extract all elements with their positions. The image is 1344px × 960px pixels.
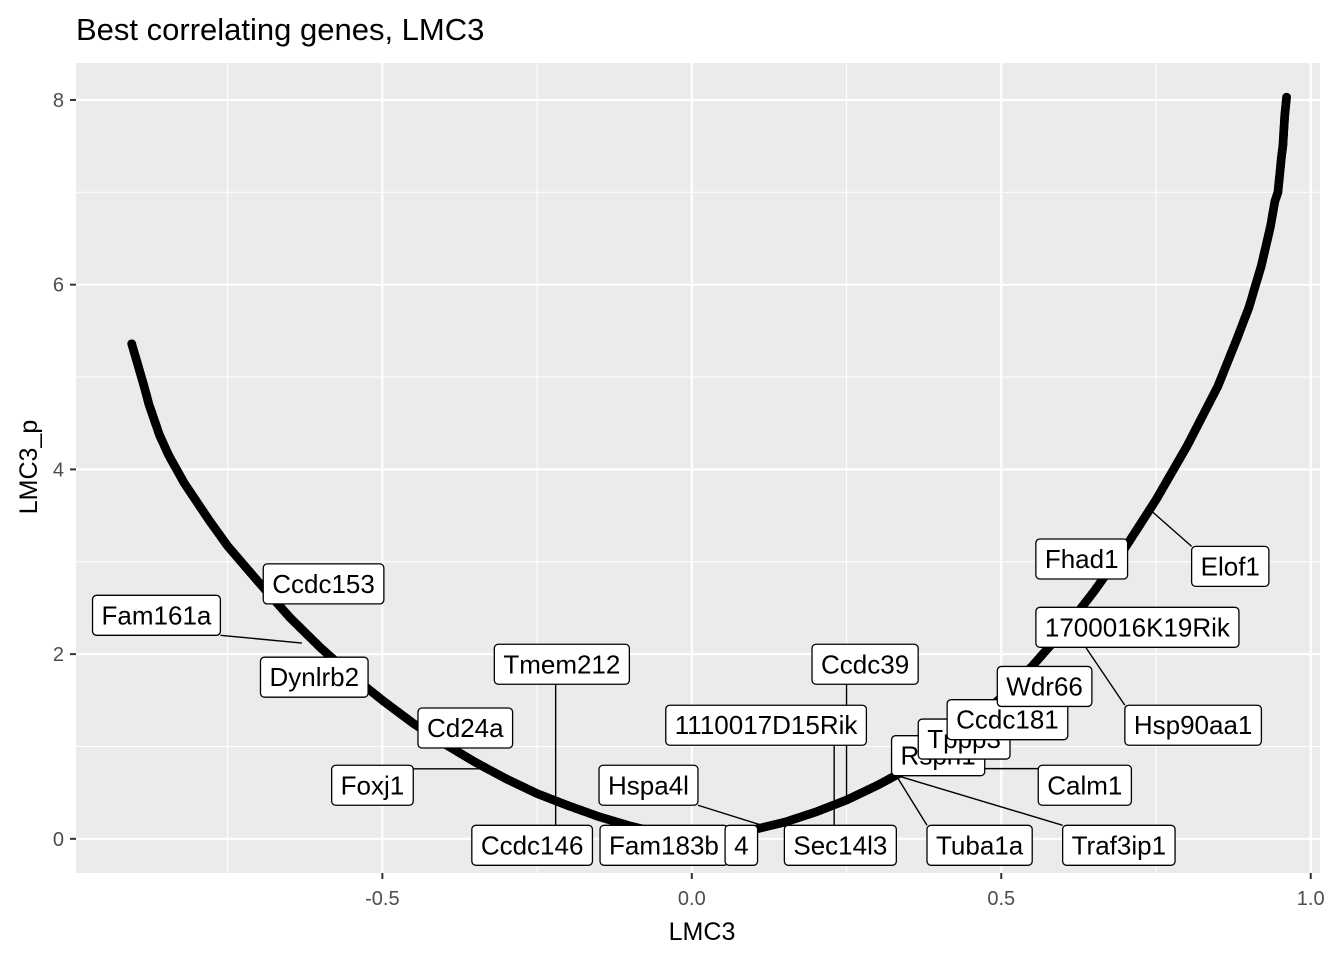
gene-label-text: Foxj1 xyxy=(341,770,405,800)
x-tick-label: 1.0 xyxy=(1297,888,1325,910)
gene-label-box xyxy=(262,563,385,605)
gene-label-text: Fhad1 xyxy=(1045,544,1119,574)
gene-label-box xyxy=(493,643,631,685)
gene-label: Dynlrb2 xyxy=(259,656,369,698)
gene-label-text: Ccdc39 xyxy=(821,649,909,679)
gene-label-text: Cd24a xyxy=(427,713,504,743)
gene-label: Elof1 xyxy=(1190,545,1270,588)
x-tick-label: 0.0 xyxy=(678,888,706,910)
gene-label: 4 xyxy=(724,824,759,866)
gene-label-box xyxy=(331,764,414,806)
gene-label-text: Dynlrb2 xyxy=(269,662,359,692)
gene-label-text: Fam183b xyxy=(609,830,719,860)
gene-label-text: Ccdc181 xyxy=(956,705,1059,735)
gene-label-box xyxy=(811,643,919,685)
gene-label-text: Hsp90aa1 xyxy=(1134,710,1253,740)
gene-label: Fam183b xyxy=(599,824,729,866)
gene-label: Ccdc146 xyxy=(471,824,594,866)
gene-label: Fhad1 xyxy=(1035,538,1129,580)
chart-title: Best correlating genes, LMC3 xyxy=(76,12,484,47)
gene-label-text: Tuba1a xyxy=(936,830,1024,860)
gene-label: Foxj1 xyxy=(331,764,414,806)
gene-label: Ccdc39 xyxy=(811,643,919,685)
gene-label-text: Ccdc146 xyxy=(481,830,584,860)
gene-label: Traf3ip1 xyxy=(1061,824,1176,866)
gene-label: Fam161a xyxy=(91,594,222,636)
gene-label-text: Wdr66 xyxy=(1006,671,1083,701)
gene-label-box xyxy=(996,665,1093,708)
leader-line xyxy=(1149,508,1193,547)
y-tick-label: 2 xyxy=(53,644,64,666)
y-tick-label: 0 xyxy=(53,829,64,851)
gene-label-box xyxy=(1035,538,1129,580)
gene-label-box xyxy=(665,704,868,746)
gene-label: Cd24a xyxy=(417,707,514,749)
gene-label-text: Elof1 xyxy=(1201,551,1260,581)
gene-label-text: Hspa4l xyxy=(608,770,689,800)
gene-label-box xyxy=(598,764,699,806)
y-axis-title: LMC3_p xyxy=(15,420,43,515)
gene-label-text: Traf3ip1 xyxy=(1072,830,1166,860)
gene-labels: Ccdc153 Fam161a Dynlrb2 Cd24a Foxj1 Tmem212 Cc… xyxy=(91,538,1270,866)
gene-label: Hspa4l xyxy=(598,764,699,806)
x-axis-ticks: -0.5 0.0 0.5 1.0 xyxy=(365,873,1325,910)
gene-label-box xyxy=(783,824,897,866)
gene-label-text: 1700016K19Rik xyxy=(1045,612,1231,642)
leader-line xyxy=(895,774,1063,826)
gene-label-text: Ccdc153 xyxy=(272,569,375,599)
x-tick-label: -0.5 xyxy=(365,888,399,910)
gene-label-box xyxy=(1035,606,1240,648)
leader-line xyxy=(895,774,928,826)
gene-label-text: 1110017D15Rik xyxy=(675,710,859,740)
y-tick-label: 4 xyxy=(53,459,64,481)
x-axis-title: LMC3 xyxy=(669,918,736,946)
data-point xyxy=(1282,92,1291,102)
gene-label-text: Calm1 xyxy=(1047,770,1122,800)
gene-label: Sec14l3 xyxy=(783,824,897,866)
gene-label: Tuba1a xyxy=(926,824,1033,866)
gene-label-box xyxy=(1124,704,1263,746)
gene-label: Tmem212 xyxy=(493,643,631,685)
y-axis-ticks: 0 2 4 6 8 xyxy=(53,90,76,851)
y-tick-label: 8 xyxy=(53,90,64,112)
gene-label: Calm1 xyxy=(1037,764,1133,806)
gene-label: 1700016K19Rik xyxy=(1035,606,1240,648)
leader-line xyxy=(220,634,302,644)
leader-line xyxy=(697,804,767,828)
x-tick-label: 0.5 xyxy=(987,888,1015,910)
gene-label-box xyxy=(417,707,514,749)
gene-label: 1110017D15Rik xyxy=(665,704,868,746)
gene-label: Hsp90aa1 xyxy=(1124,704,1263,746)
y-tick-label: 6 xyxy=(53,275,64,297)
gene-label-text: Sec14l3 xyxy=(793,830,887,860)
gene-label: Ccdc153 xyxy=(262,563,385,605)
gene-label-box xyxy=(91,594,222,636)
gene-label-box xyxy=(1190,545,1270,588)
gene-label-box xyxy=(259,656,369,698)
gene-label-box xyxy=(926,824,1033,866)
gene-label-box xyxy=(471,824,594,866)
gene-label-box xyxy=(1037,764,1133,806)
gene-label: Wdr66 xyxy=(996,665,1093,708)
gene-label-text: Tmem212 xyxy=(503,649,620,679)
gene-label-box xyxy=(1061,824,1176,866)
gene-label-text: 4 xyxy=(734,830,748,860)
plot-panel xyxy=(76,63,1320,873)
gene-label-text: Fam161a xyxy=(102,600,212,630)
gene-label-box xyxy=(724,824,759,866)
